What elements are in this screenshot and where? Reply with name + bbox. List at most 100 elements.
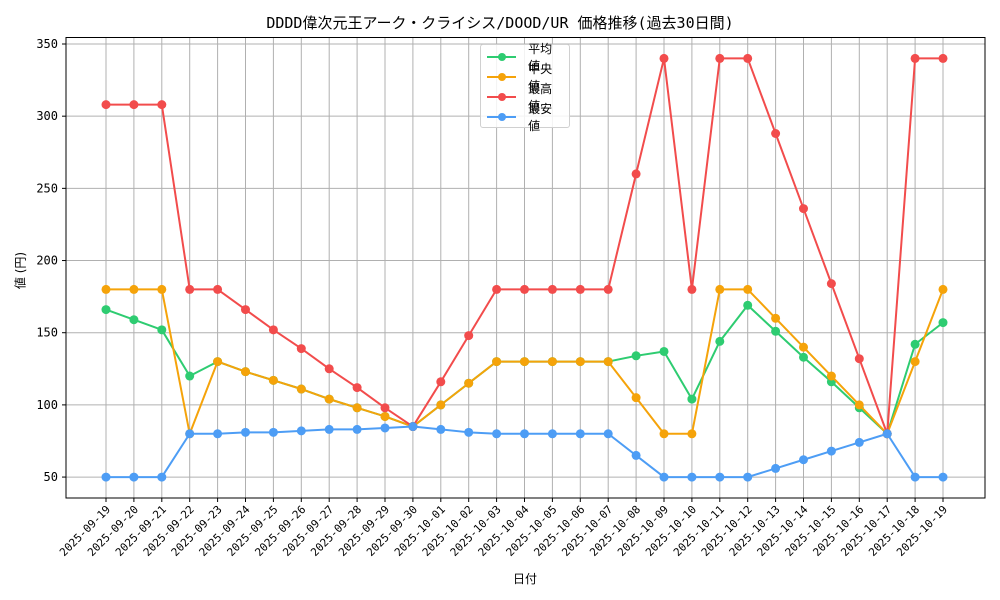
data-point [715, 472, 725, 482]
y-tick-label: 300 [36, 109, 58, 123]
legend-label: 最安値 [528, 102, 553, 133]
data-point [101, 305, 111, 315]
data-point [659, 472, 669, 482]
data-point [743, 284, 753, 294]
y-tick-label: 250 [36, 181, 58, 195]
data-point [157, 100, 167, 110]
data-point [129, 472, 139, 482]
data-point [324, 424, 334, 434]
data-point [854, 437, 864, 447]
data-point [659, 429, 669, 439]
data-point [743, 53, 753, 63]
data-point [659, 346, 669, 356]
legend-label: 平均値 [528, 42, 553, 73]
data-point [380, 423, 390, 433]
data-point [185, 429, 195, 439]
data-point [854, 400, 864, 410]
data-point [492, 284, 502, 294]
data-point [352, 383, 362, 393]
legend-marker-icon [487, 51, 517, 63]
plot-frame [65, 37, 986, 499]
data-point [938, 284, 948, 294]
data-point [157, 284, 167, 294]
data-point [185, 371, 195, 381]
data-point [129, 100, 139, 110]
data-point [575, 284, 585, 294]
data-point [185, 284, 195, 294]
grid-lines [66, 37, 985, 498]
data-point [352, 403, 362, 413]
data-point [938, 53, 948, 63]
data-point [547, 284, 557, 294]
data-point [101, 100, 111, 110]
y-axis-label: 値 (円) [13, 251, 28, 290]
data-point [547, 357, 557, 367]
data-point [799, 204, 808, 214]
series-3 [101, 422, 948, 482]
data-point [659, 53, 669, 63]
data-point [129, 284, 139, 294]
data-point [603, 429, 613, 439]
data-point [464, 378, 474, 388]
data-point [213, 429, 223, 439]
y-tick-label: 50 [44, 470, 58, 484]
data-point [492, 429, 502, 439]
data-point [324, 364, 334, 374]
data-point [213, 357, 223, 367]
data-point [296, 384, 306, 394]
data-point [380, 411, 390, 421]
data-point [938, 472, 948, 482]
x-axis-ticks: 2025-09-192025-09-202025-09-212025-09-22… [57, 498, 950, 559]
data-point [520, 429, 529, 439]
data-point [771, 326, 781, 336]
data-point [687, 284, 697, 294]
data-point [882, 429, 892, 439]
data-point [910, 53, 920, 63]
data-point [101, 472, 111, 482]
data-point [268, 325, 278, 335]
legend-marker-icon [487, 111, 517, 123]
data-point [631, 450, 641, 460]
data-point [631, 169, 641, 179]
data-point [826, 279, 836, 289]
data-point [296, 344, 306, 354]
data-point [910, 472, 920, 482]
data-point [296, 426, 306, 436]
series-layer [101, 53, 948, 482]
data-point [771, 313, 781, 323]
data-point [826, 371, 836, 381]
y-tick-label: 100 [36, 398, 58, 412]
data-point [938, 318, 948, 328]
data-point [436, 400, 446, 410]
data-point [241, 305, 250, 315]
data-point [547, 429, 557, 439]
data-point [771, 463, 781, 473]
data-point [715, 336, 725, 346]
data-point [799, 352, 808, 362]
data-point [352, 424, 362, 434]
legend-marker-icon [487, 71, 517, 83]
data-point [631, 393, 641, 403]
chart-title: DDDD偉次元王アーク・クライシス/DOOD/UR 価格推移(過去30日間) [266, 14, 734, 32]
data-point [213, 284, 223, 294]
data-point [631, 351, 641, 361]
data-point [380, 403, 390, 413]
legend-label: 最高値 [528, 82, 553, 113]
data-point [854, 354, 864, 364]
legend-item-mean: 平均値 [487, 42, 563, 73]
data-point [799, 342, 808, 352]
data-point [799, 455, 808, 465]
legend-item-min: 最安値 [487, 102, 563, 133]
data-point [101, 284, 111, 294]
series-2 [101, 53, 948, 439]
legend-label: 中央値 [528, 62, 553, 93]
data-point [268, 375, 278, 385]
data-point [408, 422, 418, 432]
data-point [826, 446, 836, 456]
data-point [464, 331, 474, 341]
data-point [575, 357, 585, 367]
legend-item-max: 最高値 [487, 82, 563, 113]
data-point [464, 427, 474, 437]
data-point [603, 284, 613, 294]
